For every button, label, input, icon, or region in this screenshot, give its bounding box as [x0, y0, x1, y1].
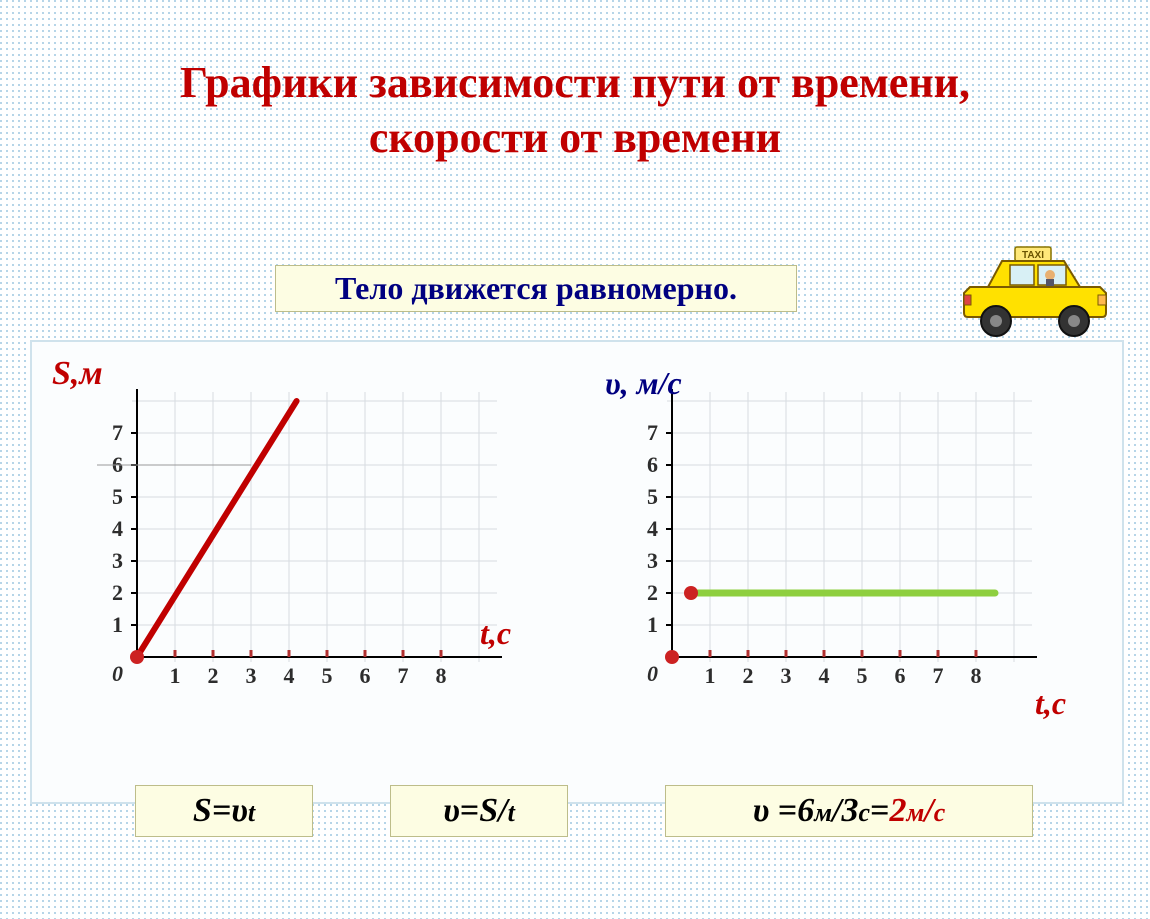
svg-text:5: 5: [857, 663, 868, 687]
svg-text:7: 7: [398, 663, 409, 687]
title-line-1: Графики зависимости пути от времени,: [0, 55, 1150, 110]
velocity-time-chart: 1 2 3 4 5 6 7 1 2 3 4 5 6 7 8 0: [602, 377, 1042, 692]
svg-text:1: 1: [647, 612, 658, 637]
svg-text:3: 3: [647, 548, 658, 573]
page-title: Графики зависимости пути от времени, ско…: [0, 55, 1150, 165]
charts-container: 1 2 3 4 5 6 7 1 2 3 4 5 6 7 8 0 1 2 3 4 5 6 7 1 2 3 4 5 6 7 8 0: [30, 340, 1124, 804]
subtitle-box: Тело движется равномерно.: [275, 265, 797, 312]
svg-text:4: 4: [284, 663, 295, 687]
svg-text:1: 1: [112, 612, 123, 637]
distance-time-chart: 1234567123456780: [67, 377, 507, 692]
title-line-2: скорости от времени: [0, 110, 1150, 165]
y-axis-label-2: υ, м/с: [605, 365, 682, 402]
svg-text:8: 8: [436, 663, 447, 687]
formula-1: S=υt: [135, 785, 313, 837]
formula-2: υ=S/t: [390, 785, 568, 837]
svg-text:1: 1: [705, 663, 716, 687]
svg-text:2: 2: [647, 580, 658, 605]
svg-text:2: 2: [112, 580, 123, 605]
subtitle-text: Тело движется равномерно.: [335, 270, 737, 306]
formula-3: υ =6м/3с=2м/с: [665, 785, 1033, 837]
svg-text:5: 5: [647, 484, 658, 509]
svg-text:0: 0: [647, 661, 658, 686]
svg-text:3: 3: [246, 663, 257, 687]
svg-text:4: 4: [112, 516, 123, 541]
y-axis-label-1: S,м: [52, 355, 103, 393]
svg-text:2: 2: [743, 663, 754, 687]
x-axis-label-2: t,с: [1035, 685, 1066, 722]
svg-text:6: 6: [360, 663, 371, 687]
svg-text:0: 0: [112, 661, 123, 686]
svg-text:4: 4: [819, 663, 830, 687]
svg-text:5: 5: [322, 663, 333, 687]
svg-text:6: 6: [647, 452, 658, 477]
svg-text:1: 1: [170, 663, 181, 687]
svg-text:6: 6: [895, 663, 906, 687]
svg-text:7: 7: [933, 663, 944, 687]
svg-text:3: 3: [781, 663, 792, 687]
svg-text:7: 7: [112, 420, 123, 445]
svg-text:3: 3: [112, 548, 123, 573]
svg-text:4: 4: [647, 516, 658, 541]
taxi-illustration: TAXI: [960, 245, 1110, 345]
svg-text:8: 8: [971, 663, 982, 687]
svg-text:7: 7: [647, 420, 658, 445]
svg-text:5: 5: [112, 484, 123, 509]
x-axis-label-1: t,с: [480, 615, 511, 652]
svg-text:2: 2: [208, 663, 219, 687]
svg-text:TAXI: TAXI: [1022, 250, 1044, 261]
